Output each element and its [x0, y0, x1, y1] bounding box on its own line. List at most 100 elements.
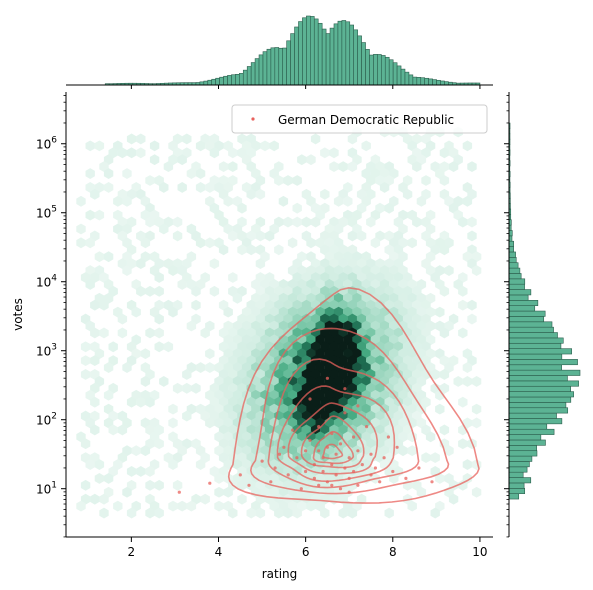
hexbin-cell	[246, 479, 256, 491]
hexbin-cell	[320, 285, 330, 297]
legend-box	[231, 104, 488, 134]
hexbin-cell	[94, 265, 105, 276]
hexbin-cell	[467, 355, 477, 367]
hexbin-cell	[462, 140, 473, 152]
hexbin-cell	[287, 292, 298, 304]
marginal-x-bar	[388, 59, 394, 86]
hexbin-cell	[320, 188, 330, 200]
hexbin-cell	[421, 188, 431, 200]
hexbin-cell	[232, 403, 243, 415]
hexbin-cell	[398, 279, 408, 290]
hexbin-cell	[283, 507, 293, 519]
scatter-point	[317, 483, 321, 487]
hexbin-cell	[297, 154, 307, 166]
hexbin-cell	[329, 147, 339, 159]
hexbin-cell	[412, 313, 422, 325]
hexbin-cell	[425, 251, 436, 263]
hexbin-cell	[324, 265, 335, 276]
hexbin-cell	[343, 348, 353, 360]
hexbin-cell	[320, 341, 330, 353]
hexbin-cell	[471, 265, 482, 276]
hexbin-cell	[154, 175, 164, 186]
hexbin-cell	[310, 341, 321, 353]
hexbin-cell	[324, 251, 335, 263]
hexbin-cell	[223, 459, 233, 470]
hexbin-cell	[223, 417, 233, 429]
hexbin-cell	[246, 438, 256, 450]
scatter-point	[312, 463, 316, 467]
hexbin-cell	[292, 258, 302, 270]
hexbin-cell	[425, 237, 436, 249]
hexbin-cell	[145, 396, 155, 408]
marginal-y-bar	[508, 439, 546, 446]
marginal-x-bar	[341, 20, 347, 86]
hexbin-cell	[145, 285, 155, 297]
marginal-x-bar	[211, 78, 216, 86]
hexbin-cell	[412, 410, 422, 422]
hexbin-cell	[425, 362, 436, 373]
hexbin-cell	[108, 147, 118, 159]
hexbin-cell	[287, 445, 298, 457]
hexbin-cell	[218, 299, 229, 311]
hexbin-cell	[407, 292, 417, 304]
scatter-point	[325, 445, 329, 449]
hexbin-cell	[310, 202, 321, 214]
hexbin-cell	[264, 327, 275, 339]
hexbin-cell	[306, 417, 316, 429]
hexbin-cell	[306, 237, 316, 249]
marginal-y-bar	[508, 342, 562, 349]
hexbin-cell	[393, 369, 404, 380]
hexbin-cell	[306, 472, 316, 484]
hexbin-cell	[126, 258, 137, 270]
marginal-y-bar	[508, 257, 517, 263]
hexbin-cell	[228, 355, 238, 367]
hexbin-cell	[154, 299, 164, 311]
hexbin-cell	[333, 237, 344, 249]
hexbin-cell	[228, 424, 238, 436]
hexbin-cell	[458, 285, 468, 297]
hexbin-cell	[462, 417, 473, 429]
scatter-point	[417, 466, 421, 470]
hexbin-cell	[343, 195, 353, 207]
hexbin-cell	[310, 369, 321, 380]
hexbin-cell	[361, 168, 371, 179]
hexbin-cell	[384, 244, 394, 256]
hexbin-cell	[149, 417, 160, 429]
hexbin-cell	[195, 182, 206, 193]
hexbin-cell	[393, 230, 404, 242]
scatter-point	[177, 490, 181, 494]
hexbin-cell	[232, 292, 243, 304]
hexbin-cell	[251, 168, 261, 179]
marginal-x-bar	[381, 55, 386, 86]
hexbin-cell	[76, 195, 86, 207]
hexbin-cell	[315, 375, 325, 387]
hexbin-cell	[458, 479, 468, 491]
hexbin-cell	[186, 500, 197, 512]
hexbin-cell	[274, 493, 284, 505]
hexbin-cell	[356, 258, 367, 270]
hexbin-cell	[99, 327, 109, 339]
hexbin-cell	[306, 251, 316, 263]
hexbin-cell	[237, 355, 247, 367]
hexbin-cell	[283, 452, 293, 464]
hexbin-cell	[278, 292, 289, 304]
hexbin-cell	[421, 355, 431, 367]
hexbin-cell	[122, 237, 132, 249]
marginal-y-bar	[508, 267, 521, 274]
hexbin-cell	[407, 403, 417, 415]
hexbin-cell	[145, 424, 155, 436]
hexbin-cell	[218, 244, 229, 256]
hexbin-cell	[343, 292, 353, 304]
hexbin-cell	[333, 265, 344, 276]
hexbin-cell	[366, 216, 376, 228]
hexbin-cell	[366, 382, 376, 394]
hexbin-cell	[361, 182, 371, 193]
hexbin-cell	[232, 195, 243, 207]
hexbin-cell	[384, 313, 394, 325]
hexbin-cell	[246, 147, 256, 159]
hexbin-cell	[255, 396, 266, 408]
hexbin-cell	[324, 486, 335, 498]
hexbin-cell	[278, 279, 289, 290]
hexbin-cell	[200, 452, 210, 464]
hexbin-cell	[223, 140, 233, 152]
